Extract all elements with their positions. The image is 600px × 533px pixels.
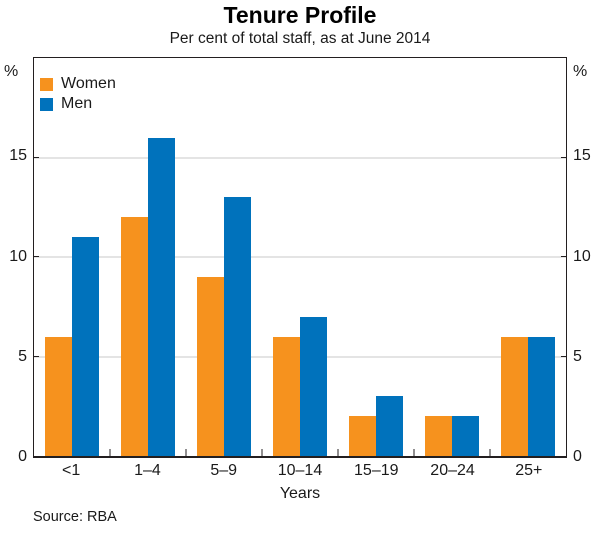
- legend-label-women: Women: [61, 75, 116, 92]
- y-tick-label: 10: [9, 247, 27, 265]
- y-axis-unit-left: %: [4, 63, 19, 80]
- bar-group: [34, 58, 110, 456]
- y-axis-right: % 0 5 10 15: [573, 57, 600, 465]
- bar-women: [273, 336, 300, 456]
- bar-group: [414, 58, 490, 456]
- y-axis-left: % 0 5 10 15: [0, 57, 27, 465]
- x-tick-label: 15–19: [354, 462, 399, 479]
- y-axis-tick: [34, 256, 39, 257]
- y-axis-unit-right: %: [573, 63, 588, 80]
- bar-group: [186, 58, 262, 456]
- legend-item-women: Women: [40, 75, 116, 93]
- x-tick-label: 1–4: [134, 462, 161, 479]
- legend-label-men: Men: [61, 95, 93, 112]
- women-swatch-icon: [40, 77, 53, 91]
- x-axis-tick: [261, 449, 263, 456]
- chart-subtitle: Per cent of total staff, as at June 2014: [169, 30, 431, 47]
- y-tick-label: 5: [18, 347, 27, 365]
- bar-men: [72, 237, 99, 456]
- x-tick-label: 5–9: [210, 462, 238, 479]
- bar-women: [197, 276, 224, 456]
- x-tick-labels: <1 1–4 5–9 10–14 15–19 20–24 25+: [33, 462, 567, 480]
- x-tick-label: <1: [62, 462, 81, 479]
- source-note: Source: RBA: [33, 509, 117, 525]
- bar-men: [452, 416, 479, 456]
- y-tick-label: 0: [18, 447, 27, 465]
- x-tick-label: 20–24: [430, 462, 475, 479]
- x-axis-tick: [413, 449, 415, 456]
- legend: Women Men: [40, 75, 116, 115]
- x-tick-label: 25+: [515, 462, 543, 479]
- y-tick-label: 15: [573, 147, 591, 165]
- x-tick-label: 10–14: [277, 462, 323, 479]
- bar-men: [148, 137, 175, 456]
- y-tick-label: 15: [9, 147, 27, 165]
- x-axis-tick: [489, 449, 491, 456]
- bar-women: [349, 416, 376, 456]
- plot-area: Women Men: [33, 57, 567, 458]
- y-axis-tick: [34, 156, 39, 158]
- y-axis-tick: [561, 355, 566, 357]
- bar-women: [45, 336, 72, 456]
- y-axis-tick: [34, 355, 39, 357]
- x-axis-tick: [185, 449, 187, 456]
- chart-title: Tenure Profile: [223, 2, 377, 28]
- y-tick-label: 0: [573, 447, 582, 465]
- bar-group: [110, 58, 186, 456]
- x-axis-tick: [337, 449, 339, 456]
- bar-group: [490, 58, 566, 456]
- bar-women: [425, 416, 452, 456]
- men-swatch-icon: [40, 97, 53, 111]
- y-tick-label: 10: [573, 247, 591, 265]
- bar-group: [262, 58, 338, 456]
- y-axis-tick: [561, 156, 566, 158]
- bar-groups: [34, 58, 566, 456]
- y-tick-label: 5: [573, 347, 582, 365]
- x-axis-title: Years: [279, 485, 321, 502]
- gridline: [34, 256, 566, 258]
- legend-item-men: Men: [40, 95, 116, 113]
- bar-men: [528, 336, 555, 456]
- gridline: [34, 157, 566, 158]
- bar-men: [300, 316, 327, 456]
- y-axis-tick: [561, 256, 566, 257]
- bar-women: [501, 336, 528, 456]
- bar-men: [376, 396, 403, 456]
- bar-men: [224, 197, 251, 456]
- bar-women: [121, 217, 148, 456]
- bar-group: [338, 58, 414, 456]
- x-axis-tick: [109, 449, 111, 456]
